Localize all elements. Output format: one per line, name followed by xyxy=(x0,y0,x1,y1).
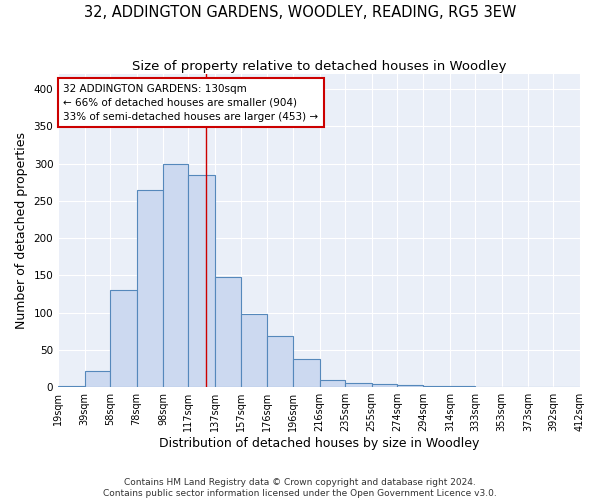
Bar xyxy=(58,386,85,387)
Bar xyxy=(345,384,371,387)
Title: Size of property relative to detached houses in Woodley: Size of property relative to detached ho… xyxy=(132,60,506,73)
Bar xyxy=(215,277,241,387)
Bar xyxy=(397,385,424,387)
Bar xyxy=(266,336,293,387)
Bar xyxy=(371,384,397,387)
Bar xyxy=(320,380,345,387)
Bar xyxy=(188,174,215,387)
Bar xyxy=(85,370,110,387)
Text: 32, ADDINGTON GARDENS, WOODLEY, READING, RG5 3EW: 32, ADDINGTON GARDENS, WOODLEY, READING,… xyxy=(84,5,516,20)
Text: 32 ADDINGTON GARDENS: 130sqm
← 66% of detached houses are smaller (904)
33% of s: 32 ADDINGTON GARDENS: 130sqm ← 66% of de… xyxy=(64,84,319,122)
Bar xyxy=(424,386,450,387)
Bar xyxy=(450,386,475,387)
X-axis label: Distribution of detached houses by size in Woodley: Distribution of detached houses by size … xyxy=(159,437,479,450)
Y-axis label: Number of detached properties: Number of detached properties xyxy=(15,132,28,329)
Bar xyxy=(110,290,137,387)
Bar xyxy=(137,190,163,387)
Bar xyxy=(241,314,266,387)
Text: Contains HM Land Registry data © Crown copyright and database right 2024.
Contai: Contains HM Land Registry data © Crown c… xyxy=(103,478,497,498)
Bar xyxy=(293,359,320,387)
Bar xyxy=(163,164,188,387)
